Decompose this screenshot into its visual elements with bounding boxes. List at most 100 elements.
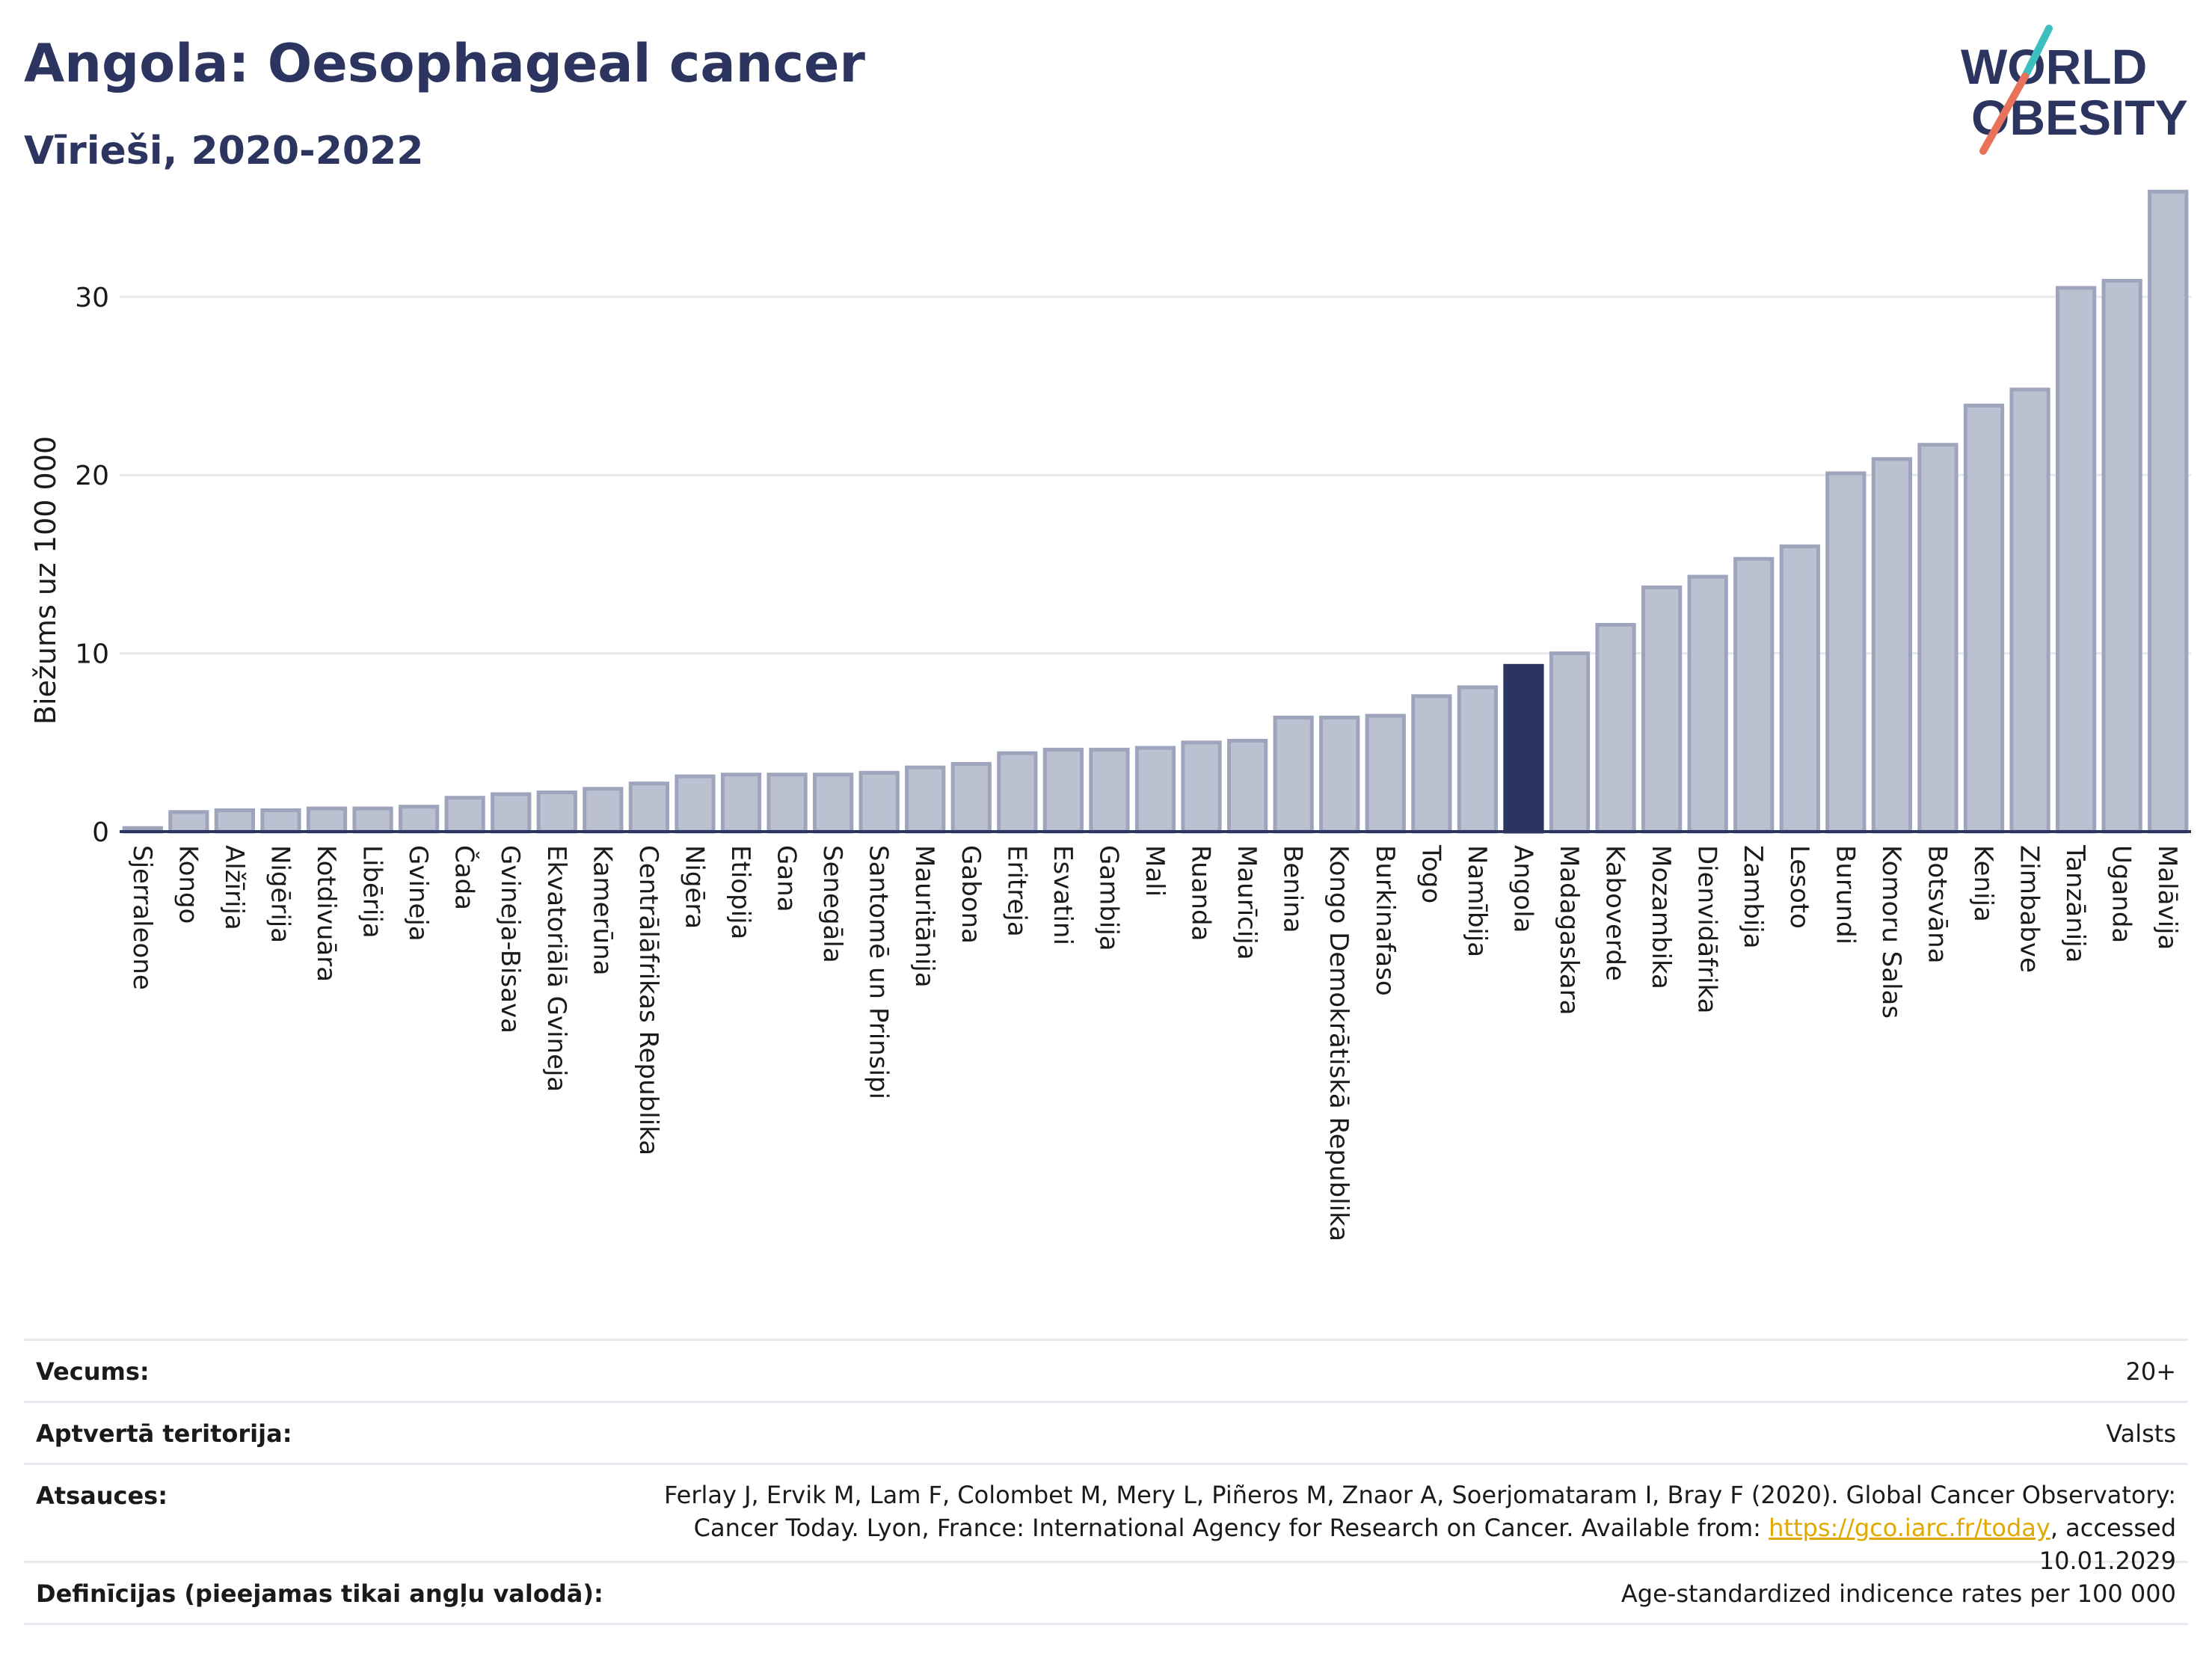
- x-tick-label: Angola: [1508, 845, 1537, 933]
- meta-label-references: Atsauces:: [36, 1481, 168, 1510]
- x-tick-label: Eritreja: [1001, 845, 1031, 937]
- x-tick-label: Uganda: [2107, 845, 2136, 943]
- meta-value-references: Ferlay J, Ervik M, Lam F, Colombet M, Me…: [606, 1479, 2176, 1577]
- logo-line1: WORLD: [1961, 39, 2147, 94]
- bar-22: [1089, 747, 1130, 834]
- bar-6: [352, 806, 393, 834]
- bar-40: [1917, 443, 1958, 834]
- x-tick-label: Ekvatoriālā Gvineja: [541, 845, 571, 1092]
- bar-9: [491, 792, 532, 834]
- page-subtitle: Vīrieši, 2020-2022: [24, 129, 424, 174]
- x-tick-label: Dienvidāfrika: [1692, 845, 1722, 1013]
- meta-row-coverage: Aptvertā teritorija: Valsts: [24, 1403, 2188, 1465]
- bar-36: [1733, 556, 1775, 834]
- meta-label-definitions: Definīcijas (pieejamas tikai angļu valod…: [36, 1579, 603, 1608]
- bar-13: [675, 774, 716, 834]
- bar-43: [2055, 286, 2097, 834]
- bar-2: [168, 810, 209, 834]
- bar-34: [1641, 585, 1683, 834]
- meta-label-age: Vecums:: [36, 1357, 150, 1386]
- x-tick-label: Kongo Demokrātiskā Republika: [1324, 845, 1354, 1241]
- x-tick-label: Gvineja: [403, 845, 433, 942]
- bar-29: [1411, 694, 1452, 834]
- x-tick-label: Mauritānija: [909, 845, 939, 988]
- y-tick-label: 30: [75, 283, 109, 313]
- x-tick-label: Sjerraleone: [127, 845, 157, 990]
- x-tick-label: Zambija: [1738, 845, 1768, 949]
- bar-25: [1226, 738, 1268, 834]
- bar-44: [2101, 278, 2142, 834]
- bar-41: [1963, 403, 2005, 834]
- meta-value-age: 20+: [2125, 1357, 2176, 1386]
- x-tick-label: Libērija: [357, 845, 387, 939]
- x-tick-label: Namībija: [1462, 845, 1492, 957]
- x-tick-label: Gambija: [1093, 845, 1123, 951]
- x-tick-label: Burkinafaso: [1370, 845, 1400, 996]
- meta-table: Vecums: 20+ Aptvertā teritorija: Valsts …: [24, 1339, 2188, 1625]
- bar-33: [1595, 622, 1636, 834]
- bar-32: [1549, 651, 1591, 834]
- y-axis-title: Biežums uz 100 000: [29, 436, 62, 725]
- x-tick-label: Kotdivuāra: [311, 845, 341, 982]
- x-tick-label: Gvineja-Bisava: [495, 845, 525, 1034]
- bar-37: [1779, 544, 1820, 834]
- meta-row-definitions: Definīcijas (pieejamas tikai angļu valod…: [24, 1563, 2188, 1625]
- bar-chart: 0 10 20 30 Biežums uz 100 000 Sjerraleone Kong…: [29, 189, 2191, 1241]
- world-obesity-logo: WORLD OBESITY: [1961, 25, 2188, 155]
- bar-8: [444, 796, 485, 834]
- meta-value-definitions: Age-standardized indicence rates per 100…: [1620, 1579, 2176, 1608]
- x-tick-label: Kaboverde: [1600, 845, 1630, 981]
- x-tick-label: Togo: [1416, 844, 1446, 903]
- x-tick-label: Kenija: [1968, 845, 1998, 922]
- references-accessed: , accessed 10.01.2029: [2039, 1514, 2176, 1575]
- x-tick-label: Burundi: [1830, 845, 1860, 945]
- bar-5: [306, 806, 348, 834]
- bar-16: [812, 773, 854, 834]
- x-tick-label: Alžīrija: [219, 845, 249, 930]
- x-tick-label: Nigērija: [265, 845, 295, 943]
- bar-15: [766, 773, 808, 834]
- bar-19: [950, 761, 992, 834]
- x-tick-label: Gana: [772, 845, 802, 912]
- bar-38: [1825, 471, 1867, 834]
- x-tick-label: Benina: [1278, 845, 1308, 933]
- x-tick-label: Kongo: [173, 845, 203, 924]
- bar-7: [398, 805, 440, 834]
- bar-18: [905, 765, 946, 834]
- bar-20: [997, 751, 1038, 834]
- x-tick-label: Esvatini: [1048, 845, 1078, 945]
- bar-35: [1687, 574, 1728, 834]
- bar-4: [260, 808, 301, 834]
- x-tick-label: Maurīcija: [1232, 845, 1262, 960]
- y-tick-label: 0: [92, 817, 109, 848]
- references-link[interactable]: https://gco.iarc.fr/today: [1769, 1514, 2050, 1542]
- x-tick-label: Zimbabve: [2015, 845, 2044, 973]
- bar-31: [1503, 663, 1544, 834]
- x-tick-label: Senegāla: [817, 845, 847, 963]
- page-title: Angola: Oesophageal cancer: [24, 33, 865, 94]
- bar-24: [1181, 740, 1222, 834]
- x-tick-label: Etiopija: [725, 845, 755, 939]
- bar-27: [1319, 715, 1360, 834]
- x-tick-label: Botsvāna: [1922, 845, 1952, 964]
- x-tick-label: Centrālāfrikas Republika: [633, 845, 663, 1155]
- bar-26: [1273, 715, 1314, 834]
- bar-17: [858, 770, 900, 834]
- x-tick-label: Komoru Salas: [1876, 845, 1906, 1019]
- meta-label-coverage: Aptvertā teritorija:: [36, 1419, 292, 1448]
- x-tick-label: Lesoto: [1784, 845, 1814, 929]
- bar-30: [1457, 685, 1499, 834]
- x-tick-label: Mozambika: [1646, 845, 1676, 989]
- x-tick-label: Ruanda: [1186, 845, 1216, 941]
- x-tick-label: Gabona: [956, 845, 986, 944]
- x-tick-label: Madagaskara: [1554, 845, 1584, 1015]
- bar-23: [1134, 746, 1176, 834]
- bar-45: [2148, 189, 2189, 834]
- logo-line2: OBESITY: [1971, 90, 2188, 145]
- bar-10: [536, 790, 577, 834]
- bar-12: [628, 782, 670, 834]
- bar-11: [583, 787, 624, 834]
- references-text: Ferlay J, Ervik M, Lam F, Colombet M, Me…: [664, 1481, 2176, 1542]
- x-tick-label: Čada: [449, 845, 480, 910]
- x-tick-label: Santomē un Prinsipi: [864, 845, 894, 1099]
